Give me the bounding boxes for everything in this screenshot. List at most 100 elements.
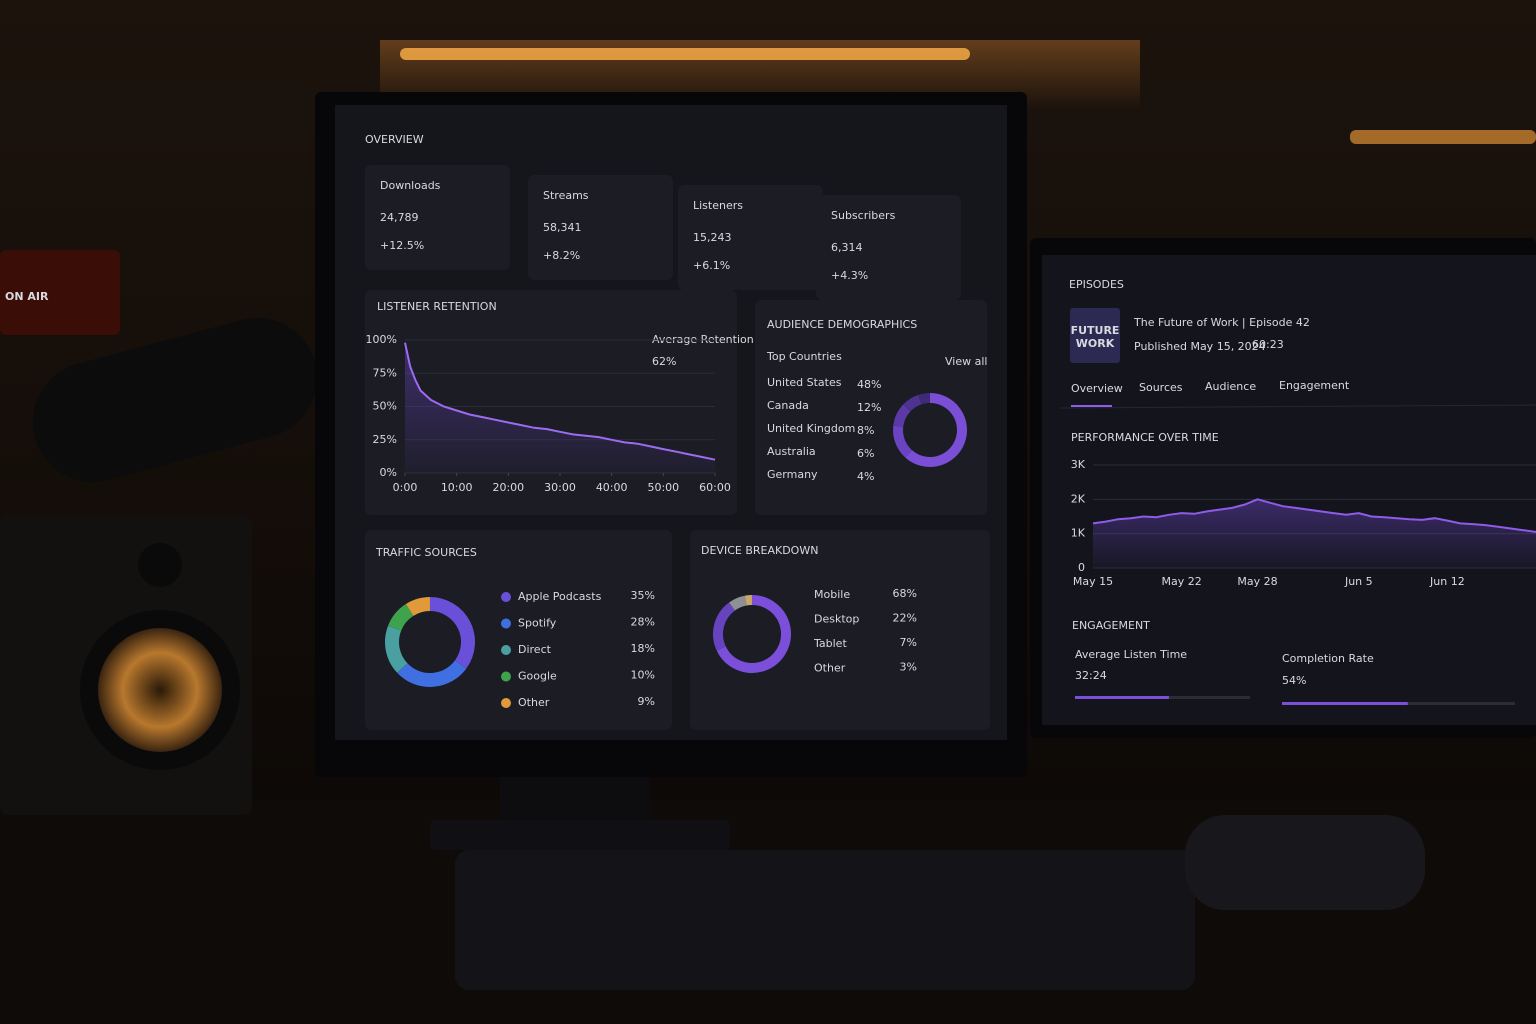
- tab-underline: [1071, 405, 1112, 407]
- kpi-label: Streams: [543, 189, 589, 202]
- legend-label: Mobile: [814, 588, 850, 601]
- donut-segment: [385, 625, 408, 673]
- value-label: 22%: [893, 612, 917, 625]
- published: Published May 15, 2024: [1134, 340, 1266, 353]
- metric-label: Average Listen Time: [1075, 648, 1187, 661]
- kpi-value: 24,789: [380, 211, 419, 224]
- x-tick-label: 0:00: [393, 481, 418, 494]
- metric-value: 54%: [1282, 674, 1306, 687]
- legend-label: Google: [518, 670, 557, 683]
- x-tick-label: 40:00: [596, 481, 628, 494]
- country-share: 8%: [857, 424, 874, 437]
- panel: [690, 530, 990, 730]
- y-tick-label: 1K: [1071, 527, 1086, 540]
- country-name: Canada: [767, 399, 809, 412]
- tab[interactable]: Engagement: [1279, 379, 1350, 392]
- value-label: 10%: [631, 669, 655, 682]
- line: [404, 342, 716, 461]
- donut-segment: [744, 595, 753, 606]
- value-label: 28%: [631, 616, 655, 629]
- thumb-text: FUTURE: [1071, 324, 1120, 337]
- x-tick-label: 30:00: [544, 481, 576, 494]
- y-tick-label: 3K: [1071, 458, 1086, 471]
- legend-dot: [501, 592, 511, 602]
- legend-dot: [501, 618, 511, 629]
- donut-segment: [429, 597, 475, 669]
- country-name: United States: [767, 376, 842, 389]
- panel-title: ENGAGEMENT: [1072, 619, 1150, 632]
- country-share: 48%: [857, 378, 881, 391]
- donut-segment: [397, 659, 467, 687]
- country-share: 12%: [857, 401, 881, 414]
- tab[interactable]: Sources: [1139, 381, 1183, 394]
- panel: [365, 165, 510, 270]
- kpi-label: Downloads: [380, 179, 441, 192]
- country-name: Australia: [767, 445, 816, 458]
- sign-text: ON AIR: [5, 290, 49, 303]
- x-tick-label: May 15: [1073, 575, 1113, 588]
- kpi-change: +8.2%: [543, 249, 580, 262]
- y-tick-label: 100%: [366, 333, 397, 346]
- donut-segment: [893, 425, 913, 458]
- x-tick-label: Jun 12: [1429, 575, 1465, 588]
- y-tick-label: 50%: [373, 400, 397, 413]
- screen-right: [1042, 255, 1536, 725]
- kpi-label: Listeners: [693, 199, 743, 212]
- country-name: Germany: [767, 468, 818, 481]
- legend-label: Direct: [518, 643, 552, 656]
- area: [405, 342, 715, 473]
- legend-label: Spotify: [518, 617, 557, 630]
- line: [1092, 498, 1536, 533]
- legend-dot: [501, 698, 511, 708]
- y-tick-label: 0: [1078, 561, 1085, 574]
- donut-segment: [905, 393, 967, 467]
- speaker-cone: [98, 628, 222, 752]
- x-tick-label: 10:00: [441, 481, 473, 494]
- country-share: 4%: [857, 470, 874, 483]
- avg-value: 62%: [652, 355, 676, 368]
- donut-segment: [729, 595, 747, 611]
- kpi-value: 58,341: [543, 221, 582, 234]
- metric-value: 32:24: [1075, 669, 1107, 682]
- panel: [528, 175, 673, 280]
- donut-segment: [388, 604, 414, 631]
- value-label: 7%: [900, 636, 917, 649]
- x-tick-label: May 28: [1237, 575, 1277, 588]
- episode-title: The Future of Work | Episode 42: [1133, 316, 1310, 329]
- legend-dot: [501, 645, 511, 655]
- kpi-change: +4.3%: [831, 269, 868, 282]
- kpi-value: 15,243: [693, 231, 732, 244]
- panel: [816, 195, 961, 300]
- light-strip: [400, 48, 970, 60]
- microphone: [32, 318, 318, 482]
- x-tick-label: Jun 5: [1344, 575, 1373, 588]
- light-strip: [1350, 130, 1536, 144]
- country-share: 6%: [857, 447, 874, 460]
- x-tick-label: May 22: [1161, 575, 1201, 588]
- x-tick-label: 50:00: [647, 481, 679, 494]
- tweeter: [138, 543, 182, 587]
- tab[interactable]: Overview: [1071, 382, 1123, 395]
- view-all-link[interactable]: View all: [945, 355, 987, 368]
- divider: [1059, 404, 1536, 409]
- section-title: OVERVIEW: [365, 133, 424, 146]
- value-label: 18%: [631, 642, 655, 655]
- legend-label: Desktop: [814, 613, 859, 626]
- kpi-change: +6.1%: [693, 259, 730, 272]
- donut-segment: [713, 602, 736, 651]
- section-title: EPISODES: [1069, 278, 1124, 291]
- y-tick-label: 25%: [373, 433, 397, 446]
- y-tick-label: 75%: [373, 366, 397, 379]
- y-tick-label: 2K: [1071, 492, 1086, 505]
- x-tick-label: 60:00: [699, 481, 731, 494]
- tab[interactable]: Audience: [1205, 380, 1256, 393]
- legend-label: Other: [814, 662, 846, 675]
- progress-bar: [1282, 702, 1408, 705]
- progress-bar: [1075, 696, 1169, 699]
- x-tick-label: 20:00: [492, 481, 524, 494]
- stand-base: [430, 820, 730, 850]
- mixer: [455, 850, 1195, 990]
- panel-title: TRAFFIC SOURCES: [375, 546, 477, 559]
- panel-title: AUDIENCE DEMOGRAPHICS: [767, 318, 917, 331]
